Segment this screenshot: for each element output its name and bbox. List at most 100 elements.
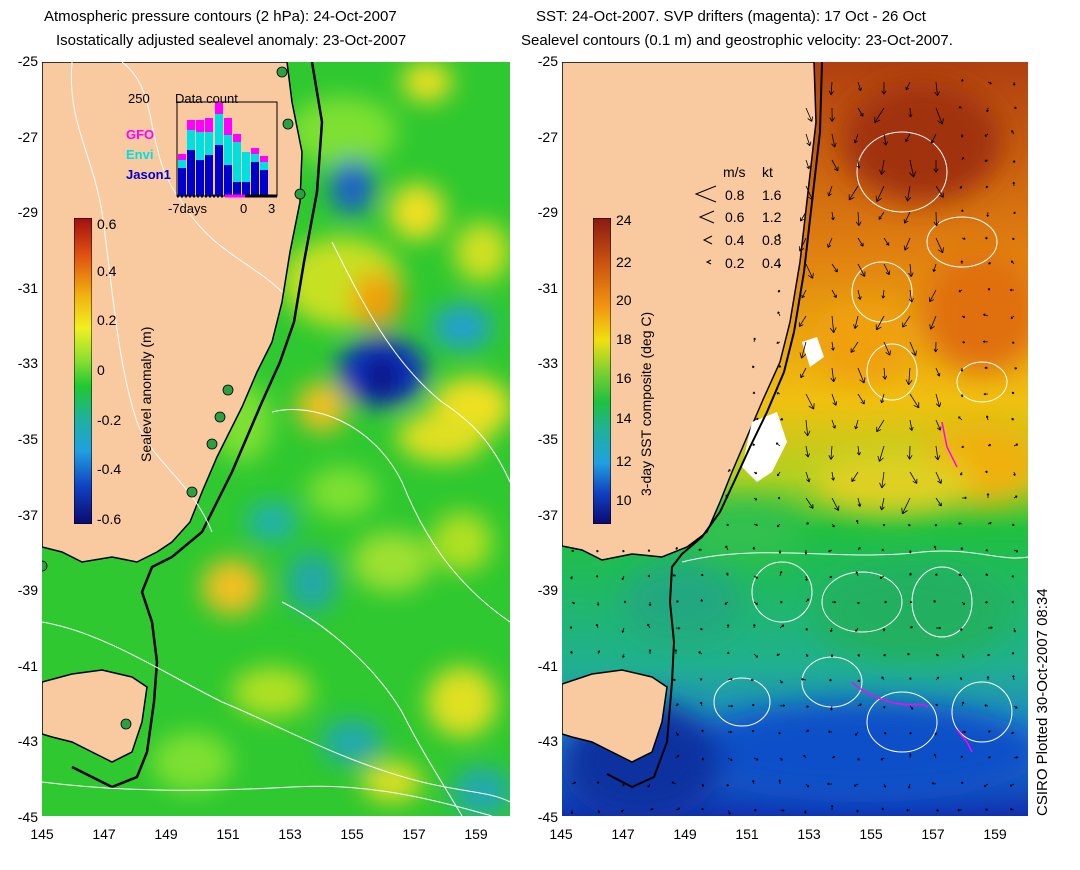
velocity-arrow	[908, 107, 913, 118]
velocity-arrow	[883, 783, 887, 788]
velocity-arrow	[622, 549, 625, 553]
velocity-arrow	[961, 156, 965, 161]
velocity-arrow	[985, 470, 989, 474]
inset-legend-jason1: Jason1	[126, 167, 171, 182]
velocity-arrow	[777, 289, 781, 293]
velocity-arrow	[857, 393, 865, 405]
velocity-arrow	[571, 601, 576, 605]
velocity-arrow	[958, 289, 963, 293]
velocity-arrow	[987, 730, 991, 733]
left-lat-tick-10: -45	[17, 809, 38, 825]
velocity-arrow	[829, 575, 833, 579]
velocity-arrow	[908, 263, 914, 277]
velocity-arrow	[960, 471, 963, 476]
velocity-arrow	[725, 494, 729, 499]
velocity-arrow	[933, 159, 939, 173]
velocity-arrow	[727, 704, 734, 708]
velocity-arrow	[929, 289, 937, 303]
right-lat-tick-5: -35	[537, 431, 558, 447]
velocity-arrow	[622, 783, 625, 787]
velocity-arrow	[831, 211, 835, 221]
velocity-arrow	[905, 81, 911, 91]
velocity-arrow	[960, 393, 964, 398]
velocity-arrow	[985, 573, 989, 577]
left-lat-tick-8: -41	[17, 657, 38, 674]
velocity-arrow	[753, 653, 759, 658]
velocity-arrow	[883, 263, 891, 276]
velocity-arrow	[855, 627, 859, 633]
velocity-arrow	[934, 523, 938, 527]
velocity-arrow	[987, 653, 990, 657]
velocity-arrow	[935, 626, 942, 630]
velocity-arrow	[961, 653, 965, 658]
left-lon-tick-5: 155	[340, 826, 364, 842]
velocity-arrow	[857, 81, 862, 92]
velocity-arrow	[909, 705, 914, 710]
velocity-arrow	[909, 626, 913, 629]
left-lat-tick-2: -29	[17, 204, 38, 221]
velocity-arrow	[675, 731, 679, 736]
left-title-line2: Isostatically adjusted sealevel anomaly:…	[56, 32, 407, 49]
velocity-arrow	[879, 575, 885, 579]
left-cb-tick-1: 0.4	[97, 263, 117, 279]
velocity-arrow	[1012, 159, 1016, 164]
velocity-arrow	[777, 233, 781, 239]
velocity-arrow	[857, 679, 860, 682]
right-lat-tick-7: -39	[537, 582, 558, 599]
velocity-arrow	[726, 651, 730, 655]
velocity-arrow	[779, 571, 783, 577]
left-cb-tick-2: 0.2	[97, 312, 117, 328]
velocity-arrow	[700, 599, 704, 603]
velocity-arrow	[959, 677, 963, 681]
velocity-arrow	[778, 549, 782, 554]
velocity-arrow	[960, 755, 964, 759]
left-cb-tick-6: -0.6	[97, 511, 122, 527]
velocity-arrow	[672, 678, 677, 682]
velocity-arrow	[831, 523, 835, 528]
left-lat-tick-6: -37	[17, 506, 38, 523]
velocity-arrow	[776, 392, 781, 395]
velocity-arrow	[881, 548, 885, 552]
velocity-arrow	[750, 678, 755, 682]
velocity-arrow	[933, 545, 937, 551]
inset-title: Data count	[175, 91, 238, 106]
velocity-arrow	[777, 496, 781, 500]
velocity-arrow	[855, 211, 862, 227]
velocity-arrow	[905, 185, 912, 202]
speed-legend-arrows	[694, 185, 717, 265]
left-lat-tick-0: -25	[17, 53, 38, 69]
velocity-arrow	[671, 781, 677, 785]
velocity-arrow	[935, 107, 944, 125]
left-title-line1: Atmospheric pressure contours (2 hPa): 2…	[44, 8, 397, 25]
velocity-arrow	[803, 419, 811, 437]
velocity-arrow	[752, 365, 755, 369]
speed-row-2-kt: 0.8	[762, 232, 782, 248]
velocity-arrow	[987, 262, 992, 265]
velocity-arrow	[701, 807, 704, 811]
velocity-arrow	[880, 393, 885, 404]
velocity-arrow	[1012, 523, 1015, 527]
velocity-arrow	[909, 731, 912, 735]
velocity-arrow	[882, 705, 886, 709]
velocity-arrow	[699, 701, 703, 707]
velocity-arrow	[831, 393, 838, 406]
velocity-arrow	[1010, 315, 1015, 319]
velocity-arrow	[878, 211, 885, 220]
velocity-arrow	[905, 133, 911, 143]
right-cb-tick-6: 12	[616, 453, 632, 469]
velocity-arrow	[909, 393, 920, 409]
velocity-arrow	[908, 549, 912, 554]
velocity-arrow	[905, 367, 913, 386]
velocity-arrow	[621, 575, 625, 581]
velocity-arrow	[701, 729, 704, 733]
velocity-arrow	[569, 626, 573, 630]
velocity-arrow	[909, 419, 914, 431]
right-title-line2: Sealevel contours (0.1 m) and geostrophi…	[521, 32, 953, 49]
velocity-arrow	[753, 471, 758, 475]
speed-row-3-ms: 0.2	[725, 255, 745, 271]
speed-row-0-ms: 0.8	[725, 187, 745, 203]
velocity-arrow	[675, 546, 678, 551]
velocity-arrow	[984, 366, 989, 370]
left-lat-tick-7: -39	[17, 582, 38, 599]
right-lat-tick-0: -25	[537, 53, 558, 69]
